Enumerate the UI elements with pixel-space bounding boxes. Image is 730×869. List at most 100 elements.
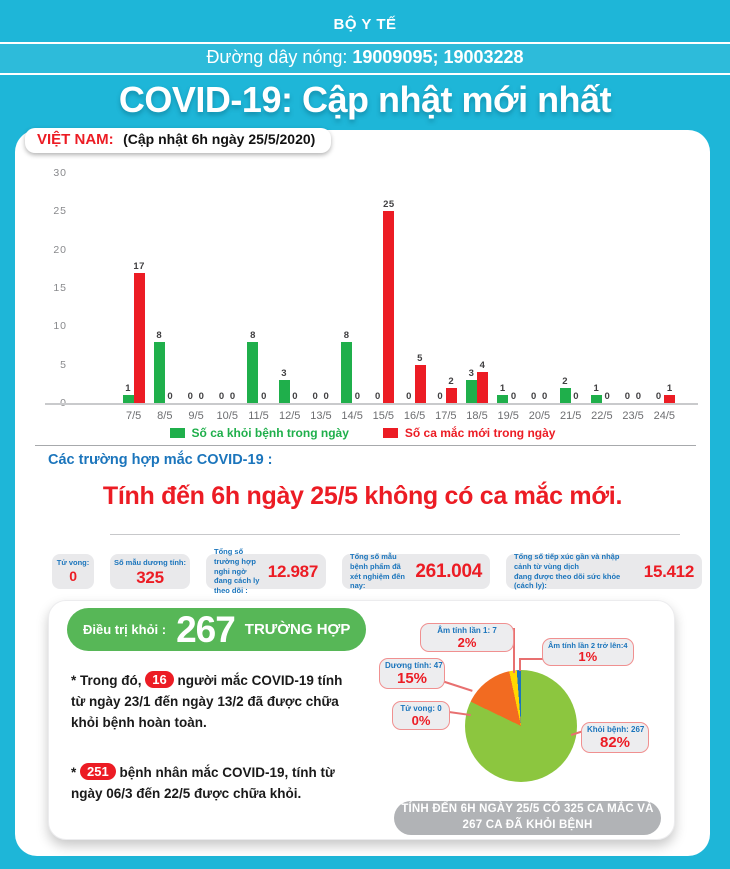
bar-group-12-5: 3 0 12/5 [274,173,305,422]
x-tick-label: 10/5 [216,410,238,422]
stat-label: Tổng số trường hợp nghi ngờ đang cách ly … [214,547,260,596]
update-time-note: (Cập nhật 6h ngày 25/5/2020) [123,131,316,147]
y-tick-label: 25 [53,205,67,218]
count-pill-251: 251 [80,763,116,780]
daily-cases-bar-chart: 051015202530 1177/5808/5009/50010/58011/… [15,167,710,422]
cases-section-heading: Các trường hợp mắc COVID-19 : [48,452,273,468]
pie-callout-negative-twice: Âm tính lần 2 trở lên:4 1% [542,638,634,667]
legend-item-recovered: Số ca khỏi bệnh trong ngày [169,426,349,440]
bar [278,380,290,403]
bar [477,372,489,403]
bar [664,395,676,403]
hotline-numbers: 19009095; 19003228 [352,47,524,67]
y-tick-label: 5 [60,358,67,371]
bar [383,211,395,403]
stat-value: 12.987 [267,561,319,581]
stat-label: Tổng số mẫu bệnh phẩm đã xét nghiệm đến n… [350,552,406,591]
divider [35,445,696,446]
callout-line [441,680,473,692]
stat-value: 325 [136,567,164,587]
pie-callout-positive: Dương tính: 47 15% [379,658,445,690]
stat-label: Tổng số tiếp xúc gần và nhập cảnh từ vùn… [514,552,621,591]
bar [466,380,478,403]
pie-callout-recovered: Khỏi bệnh: 267 82% [581,722,649,754]
bar [590,395,602,403]
recovered-badge-value: 267 [176,608,236,650]
bar [559,387,571,403]
legend-swatch-recovered [169,428,185,438]
no-new-cases-headline: Tính đến 6h ngày 25/5 không có ca mắc mớ… [102,482,623,510]
hotline-label: Đường dây nóng: [206,47,353,67]
x-tick-label: 7/5 [125,410,142,422]
bar [497,395,509,403]
x-tick-label: 15/5 [372,410,395,422]
bar [133,272,145,403]
x-tick-label: 24/5 [653,410,676,422]
bar [122,395,134,403]
bar-group-7-5: 1 17 7/5 [118,173,149,422]
hotline-band: Đường dây nóng: 19009095; 19003228 [0,42,730,75]
y-tick-label: 20 [53,243,67,256]
bar [153,341,165,403]
stat-contacts-monitored: Tổng số tiếp xúc gần và nhập cảnh từ vùn… [506,552,702,591]
legend-swatch-new-cases [382,428,398,438]
x-tick-label: 9/5 [188,410,204,422]
bar-group-18-5: 3 4 18/5 [461,173,492,422]
count-pill-16: 16 [145,671,174,688]
legend-item-new-cases: Số ca mắc mới trong ngày [382,426,556,440]
x-tick-label: 12/5 [278,410,301,422]
plot-area: 1 17 7/5 8 0 8/5 0 0 9/5 0 0 10/5 8 0 11/5 3 0 12/5 0 0 13/5… [118,173,680,422]
bar-group-9-5: 0 0 9/5 [180,173,211,422]
treatment-card: Điều trị khỏi : 267 TRƯỜNG HỢP * Trong đ… [48,600,675,840]
vietnam-update-badge: VIỆT NAM: (Cập nhật 6h ngày 25/5/2020) [25,128,332,153]
x-tick-label: 21/5 [559,410,582,422]
stat-value: 0 [69,567,77,584]
legend-label-new-cases: Số ca mắc mới trong ngày [404,426,556,440]
bar-group-11-5: 8 0 11/5 [243,173,274,422]
x-tick-label: 8/5 [157,410,173,422]
x-tick-label: 23/5 [622,410,644,422]
callout-line [513,628,515,673]
x-tick-label: 20/5 [528,410,551,422]
divider [110,534,680,535]
bar [247,341,259,403]
stat-positive-samples: Số mẫu dương tính: 325 [110,554,190,589]
bar-group-14-5: 8 0 14/5 [337,173,368,422]
x-tick-label: 13/5 [310,410,332,422]
cases-pie-chart [465,670,577,782]
stat-suspected-isolated: Tổng số trường hợp nghi ngờ đang cách ly … [206,547,326,595]
main-panel: VIỆT NAM: (Cập nhật 6h ngày 25/5/2020) 0… [15,128,710,856]
x-tick-label: 17/5 [435,410,457,422]
bar-group-8-5: 8 0 8/5 [149,173,180,422]
pie-callout-deaths: Tử vong: 0 0% [392,701,450,730]
bar-group-13-5: 0 0 13/5 [305,173,336,422]
x-tick-label: 14/5 [341,410,363,422]
bar-group-17-5: 0 2 17/5 [430,173,461,422]
bar-group-23-5: 0 0 23/5 [618,173,649,422]
stat-deaths: Tử vong: 0 [52,554,94,589]
callout-line [519,658,521,671]
x-tick-label: 16/5 [403,410,426,422]
bar [445,387,457,403]
stats-row: Tử vong: 0 Số mẫu dương tính: 325 Tổng s… [52,547,702,595]
stat-value: 15.412 [643,561,695,581]
page-title: COVID-19: Cập nhật mới nhất [118,79,612,120]
recovered-badge-label: Điều trị khỏi : [83,622,167,637]
y-axis: 051015202530 [43,167,67,409]
callout-line [519,658,543,660]
paragraph-early-recovered: * Trong đó, 16 người mắc COVID-19 tính t… [71,671,343,730]
bar-group-19-5: 1 0 19/5 [493,173,524,422]
x-tick-label: 22/5 [591,410,613,422]
summary-box: TÍNH ĐẾN 6H NGÀY 25/5 CÓ 325 CA MẮC VÀ 2… [394,801,661,835]
y-tick-label: 10 [53,320,67,333]
x-tick-label: 19/5 [497,410,519,422]
stat-label: Tử vong: [56,558,90,567]
country-label: VIỆT NAM: [37,131,114,148]
bar [341,341,353,403]
bar-group-21-5: 2 0 21/5 [555,173,586,422]
x-tick-label: 18/5 [466,410,488,422]
pie-callout-negative-once: Âm tính lần 1: 7 2% [420,623,514,652]
x-tick-label: 11/5 [248,410,269,422]
stat-samples-tested: Tổng số mẫu bệnh phẩm đã xét nghiệm đến n… [342,552,490,591]
bar-group-10-5: 0 0 10/5 [212,173,243,422]
